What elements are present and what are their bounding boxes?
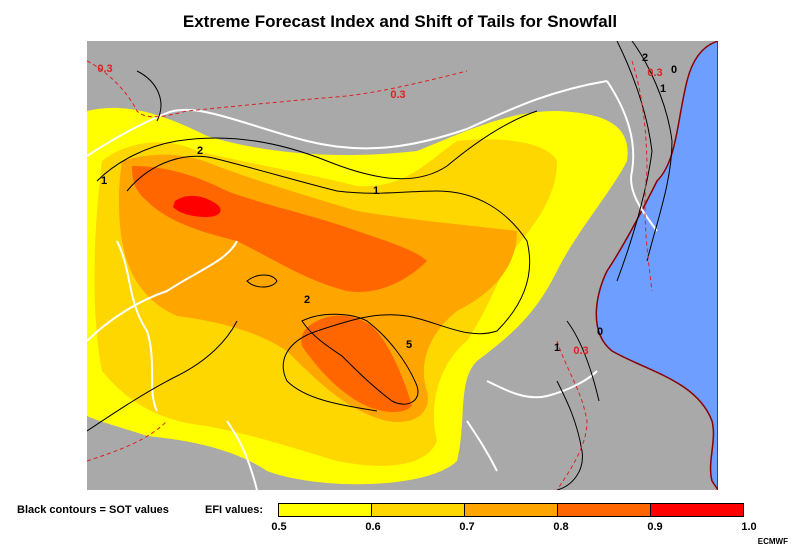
sot-label: 2: [197, 145, 203, 157]
efi-legend-label: EFI values:: [205, 504, 264, 516]
efi-dashed-label: 0.3: [390, 89, 405, 101]
efi-tick: 0.7: [459, 521, 475, 533]
sot-label: 2: [642, 52, 648, 64]
sot-label: 0: [597, 326, 603, 338]
efi-bin-0.7-0.8: [464, 503, 558, 517]
efi-region-0.8b: [301, 315, 412, 413]
efi-dashed-label: 0.3: [573, 345, 588, 357]
efi-dashed-label: 0.3: [647, 67, 662, 79]
efi-region-0.8a: [132, 166, 427, 292]
efi-bin-0.5-0.6: [278, 503, 372, 517]
efi-region-0.9: [173, 195, 221, 217]
ecmwf-credit: ECMWF: [757, 537, 788, 546]
sot-label: 1: [660, 83, 666, 95]
chart-title: Extreme Forecast Index and Shift of Tail…: [182, 12, 618, 31]
sot-contours: [87, 41, 673, 490]
sot-label: 1: [373, 185, 379, 197]
efi-tick: 0.8: [553, 521, 569, 533]
efi-tick: 1.0: [741, 521, 757, 533]
sot-label: 1: [101, 175, 107, 187]
sot-label: 2: [304, 294, 310, 306]
efi-colorbar: [278, 503, 744, 517]
efi-tick: 0.5: [271, 521, 287, 533]
sot-label: 1: [554, 342, 560, 354]
sot-label: 5: [406, 339, 412, 351]
efi-bin-0.8-0.9: [557, 503, 651, 517]
efi-dashed-contours: [87, 60, 653, 490]
efi-bin-0.6-0.7: [371, 503, 465, 517]
efi-bin-0.9-1.0: [650, 503, 744, 517]
contour-labels: 2 1 1 2 5 1 0 2 1 0 0.3 0.3 0.3 0.3: [97, 52, 677, 357]
sot-legend-note: Black contours = SOT values: [17, 504, 169, 516]
map-canvas: 2 1 1 2 5 1 0 2 1 0 0.3 0.3 0.3 0.3: [87, 41, 718, 490]
efi-tick: 0.9: [647, 521, 663, 533]
efi-tick: 0.6: [365, 521, 381, 533]
water-body: [595, 41, 718, 490]
efi-map: 2 1 1 2 5 1 0 2 1 0 0.3 0.3 0.3 0.3: [87, 41, 718, 490]
efi-dashed-label: 0.3: [97, 63, 112, 75]
sot-label: 0: [671, 64, 677, 76]
